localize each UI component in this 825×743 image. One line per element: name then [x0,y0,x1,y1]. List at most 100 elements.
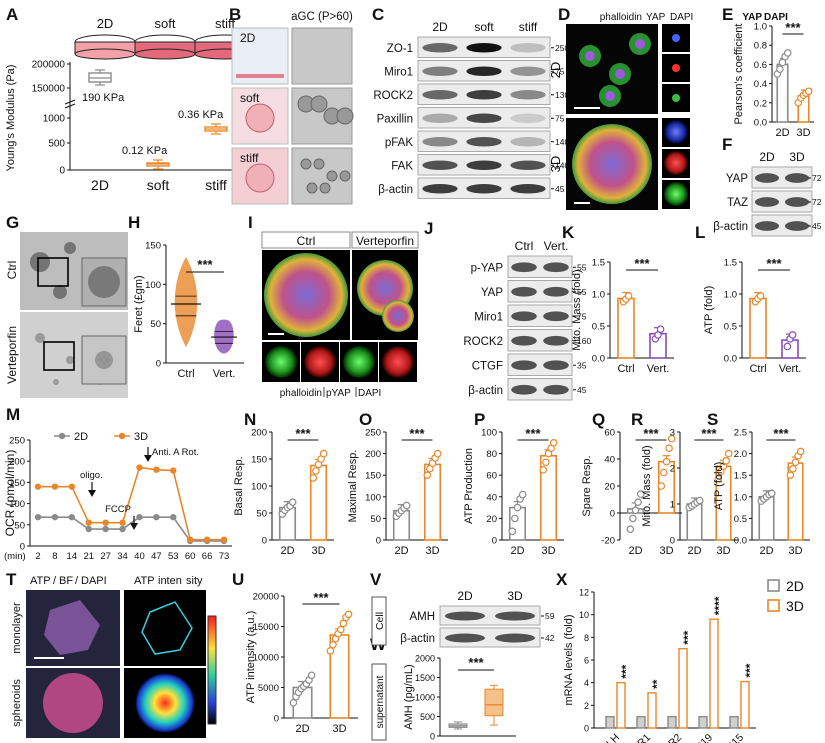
blot-band [466,66,502,77]
category-label: Vert. [647,363,670,375]
y-axis-label: mRNA levels (fold) [563,614,575,705]
row-label: spheroids [11,679,23,727]
channel-cell [672,94,680,102]
tick-label: -20 [601,536,615,547]
blot-band [422,66,458,77]
bar [647,692,657,729]
blot-band [466,160,502,171]
protein-label: β-actin [713,221,748,233]
data-point [665,444,673,453]
tick-label: 1.0 [754,22,767,33]
data-point [336,625,345,634]
tick-label: 0 [59,166,65,177]
kda-label: 42 [545,633,555,643]
panel-letter: E [722,5,733,24]
data-point [288,498,297,507]
row-label: 2D [240,31,256,45]
legend-swatch [767,599,780,612]
tick-label: 27 [100,551,111,562]
data-point [153,513,160,521]
tick-label: 0.0 [734,536,747,547]
panel-letter: K [562,223,575,242]
data-point [756,292,765,300]
tick-label: 0 [156,359,161,370]
zoom-box [43,341,75,371]
blot-band [511,311,537,322]
data-point [136,513,143,521]
row-label: Ctrl [5,261,19,280]
data-point [636,490,645,498]
significance-label: *** [634,256,650,271]
kda-label: 72 [812,173,822,183]
tick-label: 500 [48,139,65,150]
tick-label: 20 [604,482,615,493]
protein-label: p-YAP [471,262,504,274]
data-point [767,489,776,498]
dish-bottom [134,48,196,60]
significance-label: **** [712,596,726,615]
data-point [34,483,42,490]
legend-label: YAP [742,12,762,23]
category-label: 3D [716,545,730,557]
annotation: 0.36 KPa [178,109,224,121]
blot-band [422,113,458,124]
tick-label: 8 [584,633,589,643]
spheroid-cartoon [245,163,275,193]
column-label: Ctrl [297,234,316,248]
spheroid [264,253,348,337]
blot-band [422,160,458,171]
category-label: 3D [541,545,555,557]
significance-label: *** [619,664,633,678]
tick-label: 100 [145,280,161,291]
annotation: 0.12 KPa [122,145,168,157]
x-axis-label: (min) [4,551,26,562]
protein-label: ZO-1 [387,43,413,55]
category-label: 2D [394,545,408,557]
data-point [626,525,635,534]
spheroid-blob [300,158,312,170]
significance-label: *** [468,655,484,670]
data-point [789,464,797,473]
kda-label: 55 [577,262,587,272]
stain-label: pYAP [326,388,351,399]
data-point [51,513,59,521]
category-label: Ctrl [749,363,766,375]
tick-label: 66 [202,551,213,562]
panel-letter: F [722,135,732,154]
tick-label: 34 [117,551,128,562]
tick-label: 0.4 [754,79,767,90]
tick-label: 0.0 [754,118,767,129]
tick-label: 1.5 [592,258,605,269]
tick-label: 150000 [32,84,66,95]
kda-label: 75 [555,66,565,76]
side-label-box [371,596,387,646]
category-label: stiff [205,177,227,193]
category-label: 3D [425,545,439,557]
data-point [309,474,318,482]
category-label: LHR1 [626,732,654,743]
significance-label: *** [313,590,329,605]
panel-letter: I [248,213,253,232]
category-label: 2D [91,177,109,193]
box [484,688,504,717]
data-point [511,514,519,523]
category-label: 3D [332,723,346,735]
bar [636,715,646,729]
category-label: 3D [796,127,810,139]
panel-letter: T [6,570,17,589]
tick-label: 0 [20,542,25,553]
axis-break [64,103,76,109]
tick-label: 0 [610,509,615,520]
significance-label: *** [525,426,541,441]
significance-label: *** [295,426,311,441]
data-point [85,525,92,533]
zoom-box [37,257,69,287]
blot-band [422,183,458,194]
category-label: 2D [295,723,309,735]
tick-label: 60 [486,471,497,482]
column-label: Verteporfin [356,234,414,248]
panel-letter: N [244,410,256,429]
y-axis-label: ATP (fold) [703,286,715,335]
tick-label: 1.5 [734,471,747,482]
blot-band [511,262,537,273]
